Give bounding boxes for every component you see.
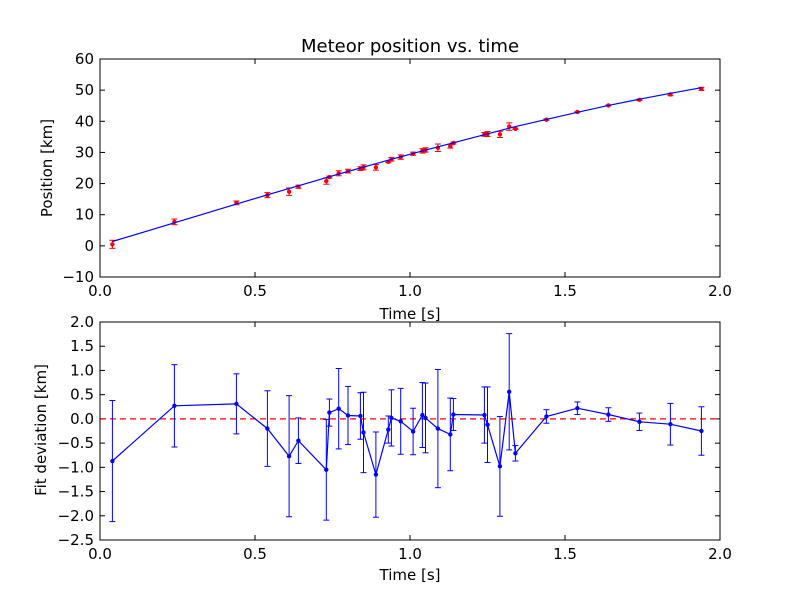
position-point <box>286 189 292 194</box>
position-x-tick-label: 0.0 <box>88 282 112 300</box>
position-chart-plot-area <box>109 86 705 249</box>
position-point <box>448 144 453 149</box>
position-chart-ticks: 0.0 0.5 1.0 1.5 2.0 −10 0 10 20 30 40 50 60 <box>62 50 732 300</box>
position-x-tick-label: 2.0 <box>708 282 732 300</box>
deviation-point <box>386 427 391 432</box>
deviation-y-tick-label: −1.0 <box>58 458 94 476</box>
deviation-point <box>423 415 428 421</box>
deviation-y-tick-label: 1.5 <box>70 337 94 355</box>
deviation-point <box>485 422 490 427</box>
deviation-point <box>575 406 580 411</box>
deviation-y-tick-label: −0.5 <box>58 434 94 452</box>
deviation-y-tick-label: −2.5 <box>58 531 94 549</box>
position-y-tick-label: 0 <box>84 237 94 255</box>
deviation-chart-ylabel: Fit deviation [km] <box>32 364 50 496</box>
deviation-x-tick-label: 2.0 <box>708 545 732 563</box>
position-point <box>513 126 518 131</box>
deviation-point <box>497 464 503 469</box>
deviation-point <box>448 432 453 437</box>
deviation-x-tick-label: 1.0 <box>398 545 422 563</box>
deviation-point <box>699 428 704 434</box>
deviation-point <box>507 389 512 394</box>
deviation-point <box>410 429 416 434</box>
deviation-chart-ticks: 0.0 0.5 1.0 1.5 2.0 −2.5 −2.0 −1.5 −1.0 −0.5 0.0 0.… <box>58 313 732 563</box>
position-point <box>373 165 379 170</box>
deviation-point <box>324 467 329 472</box>
deviation-y-tick-label: 0.0 <box>70 410 94 428</box>
position-chart-title: Meteor position vs. time <box>301 36 519 57</box>
position-chart-xlabel: Time [s] <box>379 305 441 323</box>
position-y-tick-label: 20 <box>75 175 94 193</box>
deviation-y-tick-label: −1.5 <box>58 483 94 501</box>
deviation-x-tick-label: 0.0 <box>88 545 112 563</box>
deviation-point <box>668 422 673 427</box>
deviation-point <box>398 419 403 424</box>
deviation-point <box>389 415 394 421</box>
deviation-point <box>234 401 239 407</box>
deviation-y-tick-label: 1.0 <box>70 361 94 379</box>
deviation-point <box>373 472 379 477</box>
deviation-point <box>110 458 115 464</box>
position-y-tick-label: 40 <box>75 112 94 130</box>
deviation-point <box>420 412 425 418</box>
deviation-y-tick-label: 2.0 <box>70 313 94 331</box>
position-y-tick-label: 30 <box>75 143 94 161</box>
position-point <box>324 178 329 184</box>
deviation-point <box>345 413 351 418</box>
deviation-chart: Time [s] Fit deviation [km] 0.0 0.5 1.0 1.5… <box>32 313 732 584</box>
deviation-point <box>361 430 366 435</box>
deviation-chart-plot-area <box>100 333 720 523</box>
deviation-y-tick-label: −2.0 <box>58 507 94 525</box>
position-y-tick-label: 60 <box>75 50 94 68</box>
deviation-point <box>482 412 487 418</box>
position-x-tick-label: 0.5 <box>243 282 267 300</box>
position-y-tick-label: −10 <box>62 268 94 286</box>
position-y-tick-label: 50 <box>75 81 94 99</box>
position-chart-ylabel: Position [km] <box>38 119 56 217</box>
deviation-x-tick-label: 0.5 <box>243 545 267 563</box>
position-chart: Meteor position vs. time Time [s] Positi… <box>38 36 732 323</box>
deviation-y-tick-label: 0.5 <box>70 386 94 404</box>
deviation-chart-frame <box>99 321 721 541</box>
position-point <box>497 132 503 137</box>
deviation-point <box>435 426 441 431</box>
deviation-x-tick-label: 1.5 <box>553 545 577 563</box>
position-point <box>110 242 115 247</box>
deviation-point <box>544 414 549 419</box>
deviation-point <box>451 412 456 417</box>
deviation-point <box>265 426 270 431</box>
deviation-point <box>606 412 611 417</box>
deviation-point <box>327 410 332 415</box>
deviation-point <box>296 438 301 443</box>
deviation-point <box>637 419 642 424</box>
fit-line <box>112 87 702 243</box>
deviation-point <box>513 451 518 456</box>
deviation-point <box>358 413 363 419</box>
position-chart-frame <box>99 58 721 278</box>
deviation-point <box>336 406 341 411</box>
position-x-tick-label: 1.5 <box>553 282 577 300</box>
deviation-point <box>286 453 292 459</box>
deviation-chart-xlabel: Time [s] <box>379 566 441 584</box>
position-y-tick-label: 10 <box>75 206 94 224</box>
position-point <box>699 86 704 92</box>
position-x-tick-label: 1.0 <box>398 282 422 300</box>
deviation-point <box>172 403 177 409</box>
